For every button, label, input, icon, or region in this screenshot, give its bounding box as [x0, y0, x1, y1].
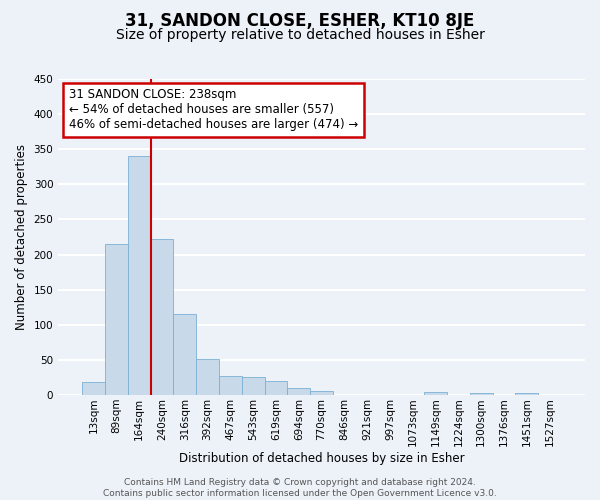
- Text: Size of property relative to detached houses in Esher: Size of property relative to detached ho…: [116, 28, 484, 42]
- Bar: [265, 381, 287, 395]
- Bar: [470, 393, 493, 395]
- Bar: [105, 244, 128, 395]
- Y-axis label: Number of detached properties: Number of detached properties: [15, 144, 28, 330]
- Bar: [515, 393, 538, 395]
- Text: 31, SANDON CLOSE, ESHER, KT10 8JE: 31, SANDON CLOSE, ESHER, KT10 8JE: [125, 12, 475, 30]
- X-axis label: Distribution of detached houses by size in Esher: Distribution of detached houses by size …: [179, 452, 464, 465]
- Bar: [242, 376, 265, 395]
- Bar: [424, 392, 447, 395]
- Text: 31 SANDON CLOSE: 238sqm
← 54% of detached houses are smaller (557)
46% of semi-d: 31 SANDON CLOSE: 238sqm ← 54% of detache…: [69, 88, 358, 132]
- Bar: [151, 239, 173, 395]
- Bar: [310, 390, 333, 395]
- Bar: [196, 359, 219, 395]
- Text: Contains HM Land Registry data © Crown copyright and database right 2024.
Contai: Contains HM Land Registry data © Crown c…: [103, 478, 497, 498]
- Bar: [219, 376, 242, 395]
- Bar: [82, 382, 105, 395]
- Bar: [287, 388, 310, 395]
- Bar: [173, 314, 196, 395]
- Bar: [128, 156, 151, 395]
